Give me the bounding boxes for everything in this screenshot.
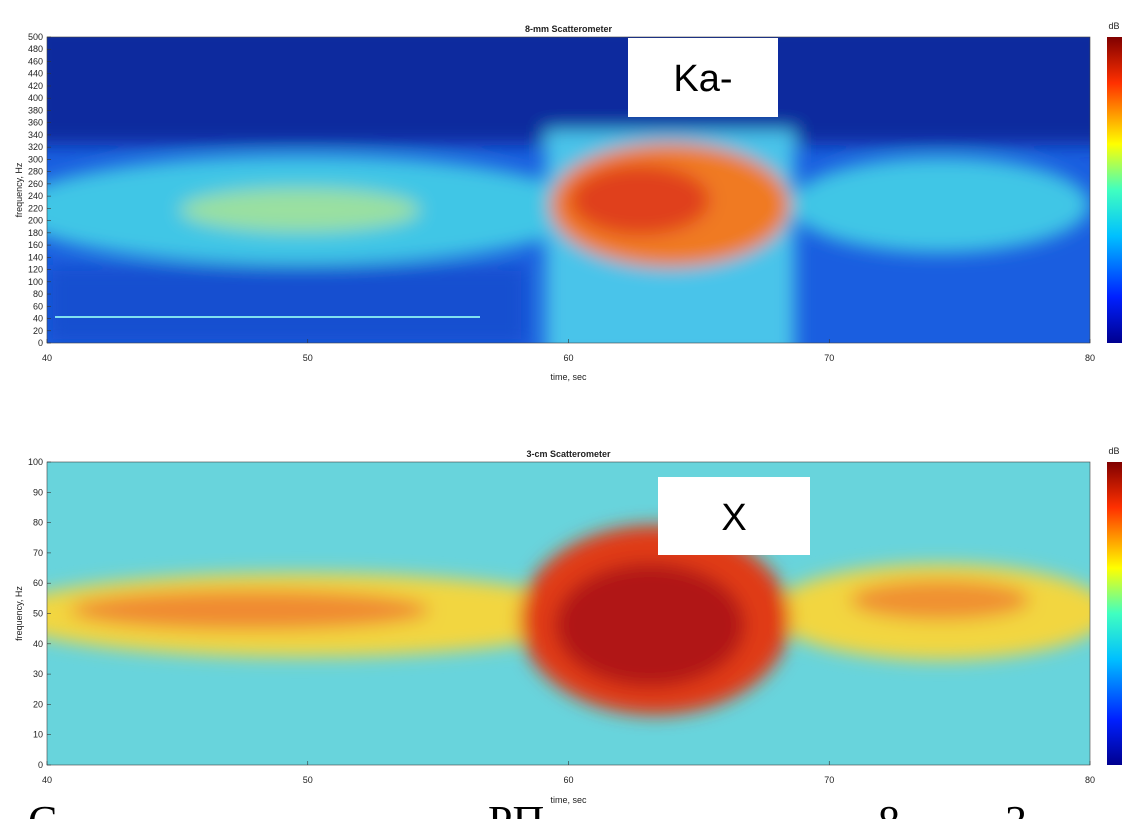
y-tick-label: 180 — [28, 228, 43, 238]
y-tick-label: 80 — [33, 289, 43, 299]
y-tick-label: 60 — [33, 578, 43, 588]
band-label: X — [721, 497, 746, 539]
y-tick-label: 400 — [28, 93, 43, 103]
chart-title: 3-cm Scatterometer — [526, 449, 611, 459]
x-tick-label: 80 — [1085, 775, 1095, 785]
y-tick-label: 320 — [28, 142, 43, 152]
y-tick-label: 100 — [28, 457, 43, 467]
y-tick-label: 240 — [28, 191, 43, 201]
y-tick-label: 20 — [33, 326, 43, 336]
y-axis-label: frequency, Hz — [14, 586, 24, 641]
x-axis-label: time, sec — [550, 795, 587, 805]
y-tick-label: 200 — [28, 216, 43, 226]
x-tick-label: 70 — [824, 353, 834, 363]
y-tick-label: 30 — [33, 669, 43, 679]
colorbar — [1107, 462, 1122, 765]
y-tick-label: 360 — [28, 118, 43, 128]
y-tick-label: 260 — [28, 179, 43, 189]
y-tick-label: 420 — [28, 81, 43, 91]
y-tick-label: 80 — [33, 518, 43, 528]
y-tick-label: 60 — [33, 301, 43, 311]
y-tick-label: 20 — [33, 699, 43, 709]
caption-text: РП — [488, 797, 544, 819]
y-tick-label: 380 — [28, 105, 43, 115]
y-tick-label: 300 — [28, 154, 43, 164]
chart-title: 8-mm Scatterometer — [525, 24, 613, 34]
x-tick-label: 50 — [303, 353, 313, 363]
spectrogram-bottom — [0, 462, 1110, 765]
y-axis-label: frequency, Hz — [14, 162, 24, 217]
y-tick-label: 280 — [28, 167, 43, 177]
y-tick-label: 140 — [28, 252, 43, 262]
spectrogram-top — [10, 20, 1110, 360]
x-tick-label: 80 — [1085, 353, 1095, 363]
x-tick-label: 40 — [42, 353, 52, 363]
y-tick-label: 500 — [28, 32, 43, 42]
colorbar-label: dB — [1108, 446, 1119, 456]
y-tick-label: 440 — [28, 69, 43, 79]
y-tick-label: 100 — [28, 277, 43, 287]
y-tick-label: 70 — [33, 548, 43, 558]
band-label: Ka- — [673, 58, 732, 100]
y-tick-label: 480 — [28, 44, 43, 54]
x-tick-label: 40 — [42, 775, 52, 785]
y-tick-label: 40 — [33, 639, 43, 649]
caption-text: С — [28, 797, 57, 819]
y-tick-label: 340 — [28, 130, 43, 140]
x-tick-label: 70 — [824, 775, 834, 785]
caption-text: 8 — [878, 797, 900, 819]
x-axis-label: time, sec — [550, 372, 587, 382]
y-tick-label: 90 — [33, 487, 43, 497]
y-tick-label: 40 — [33, 314, 43, 324]
caption-text: 3 — [1005, 797, 1027, 819]
x-tick-label: 60 — [563, 775, 573, 785]
y-tick-label: 0 — [38, 760, 43, 770]
y-tick-label: 10 — [33, 730, 43, 740]
slide: 8-mm Scatterometer time, sec frequency, Hz… — [0, 0, 1128, 819]
y-tick-label: 120 — [28, 265, 43, 275]
y-tick-label: 50 — [33, 609, 43, 619]
x-tick-label: 60 — [563, 353, 573, 363]
y-tick-label: 460 — [28, 56, 43, 66]
y-tick-label: 220 — [28, 203, 43, 213]
x-tick-label: 50 — [303, 775, 313, 785]
colorbar — [1107, 37, 1122, 343]
y-tick-label: 0 — [38, 338, 43, 348]
y-tick-label: 160 — [28, 240, 43, 250]
colorbar-label: dB — [1108, 21, 1119, 31]
